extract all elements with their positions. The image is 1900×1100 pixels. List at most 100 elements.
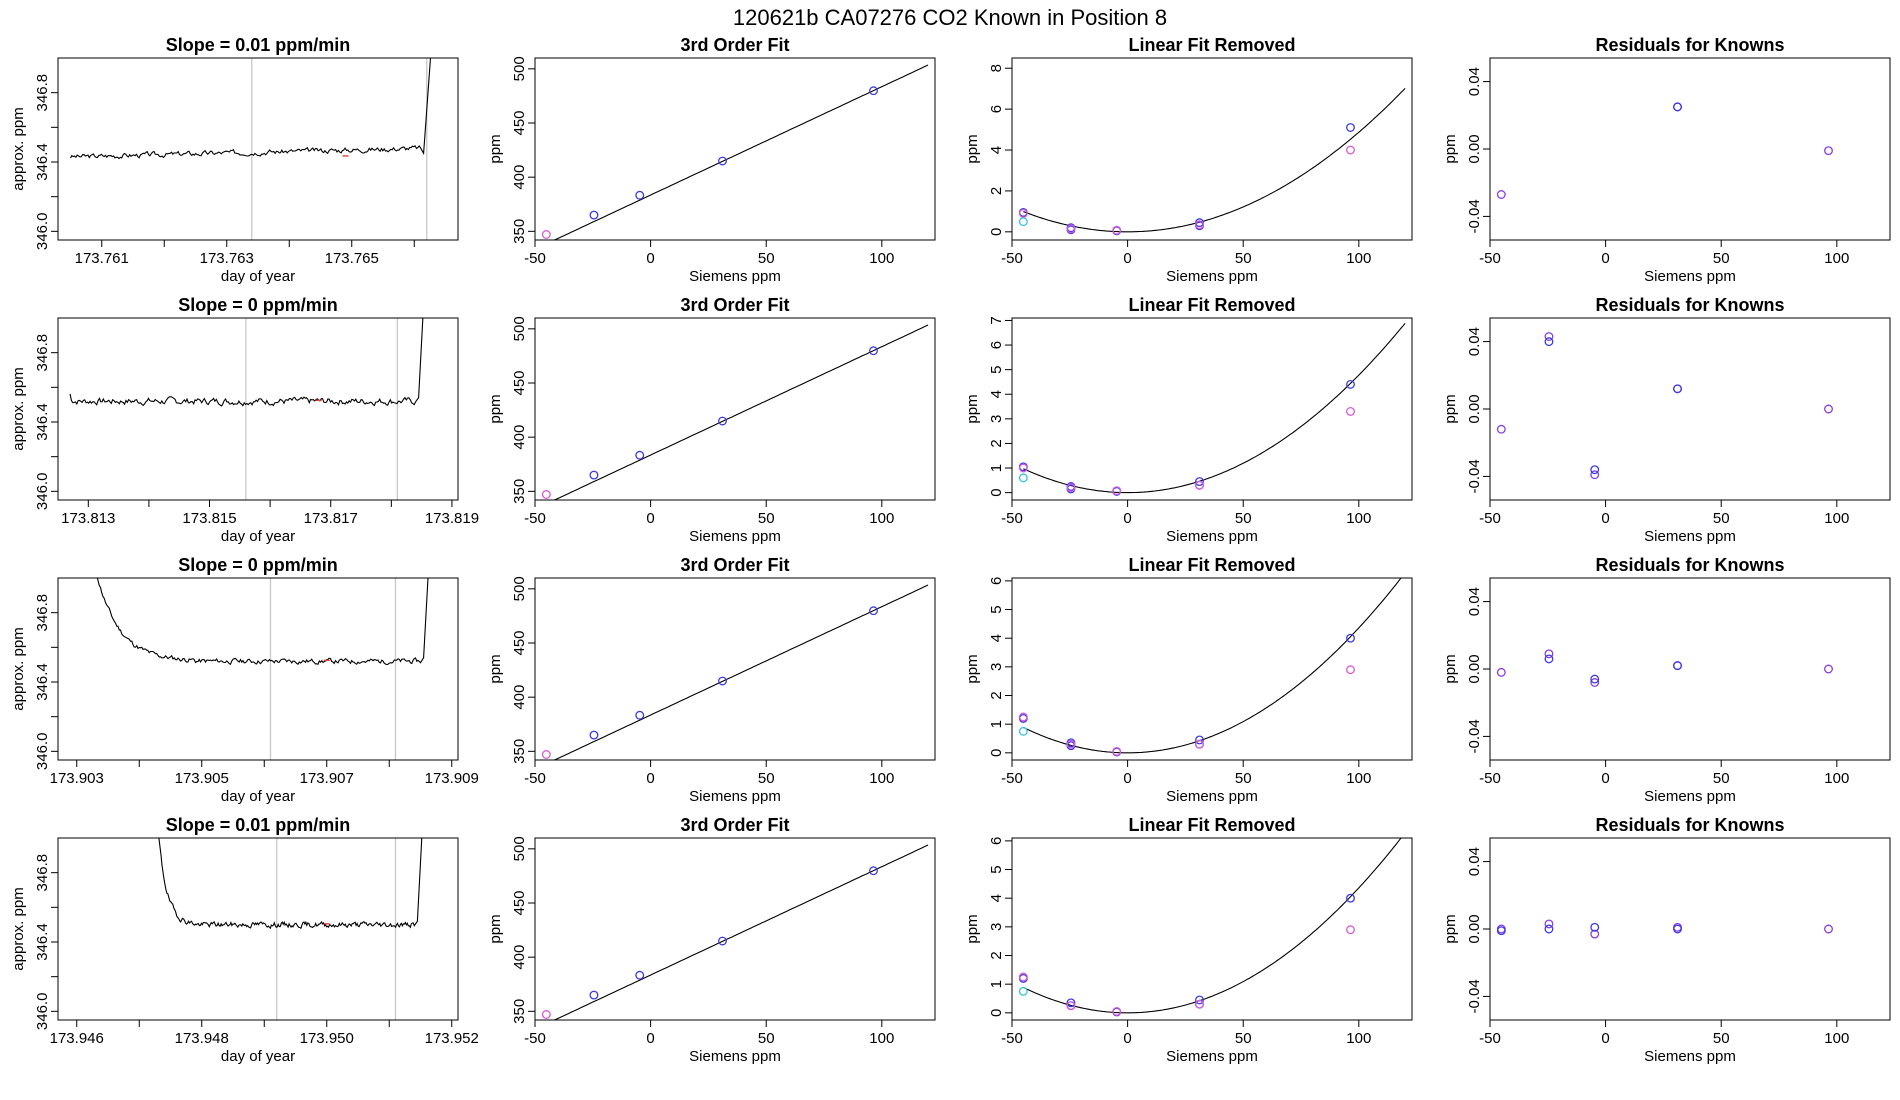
panel-title: 3rd Order Fit: [680, 295, 789, 315]
y-tick-label: -0.04: [1466, 199, 1483, 233]
y-tick-label: 400: [511, 425, 528, 450]
plot-area: [96, 578, 429, 666]
x-tick-label: 173.952: [425, 1030, 479, 1047]
plot-area: [1496, 332, 1833, 480]
panel-r2-c3: Linear Fit Removed -50 0 50 100 0 1 2 3 4 5 6 7 Sieme…: [964, 295, 1413, 545]
y-tick-label: 3: [988, 923, 1005, 931]
panel-r4-c3: Linear Fit Removed -50 0 50 100 0 1 2 3 4 5 6 Siemen…: [964, 815, 1413, 1065]
y-tick-label: 6: [988, 577, 1005, 585]
plot-frame: [1011, 317, 1413, 501]
x-tick-label: -50: [524, 770, 546, 787]
data-point-magenta: [1112, 1006, 1122, 1016]
panel-r4-c1: Slope = 0.01 ppm/min 173.946 173.948 173.95…: [10, 815, 479, 1065]
data-point-magenta: [1346, 665, 1355, 675]
y-tick-label: 1: [988, 720, 1005, 728]
plot-area: [541, 584, 929, 760]
plot-area: [541, 324, 929, 500]
plot-area: [1496, 919, 1833, 939]
x-tick-label: 0: [1601, 770, 1609, 787]
data-point-magenta: [1346, 925, 1355, 935]
y-tick-label: 450: [511, 110, 528, 135]
y-tick-label: 6: [988, 837, 1005, 845]
y-tick-label: 400: [511, 685, 528, 710]
y-tick-label: 6: [988, 341, 1005, 349]
data-point-blue: [1346, 123, 1355, 132]
y-tick-label: 346.8: [34, 594, 51, 632]
x-tick-label: 173.905: [175, 770, 229, 787]
y-tick-label: 1: [988, 980, 1005, 988]
fit-curve: [553, 324, 929, 500]
x-tick-label: 0: [1601, 510, 1609, 527]
data-point-blue: [635, 190, 645, 200]
data-point-blue: [1590, 674, 1600, 684]
y-tick-label: 0.00: [1466, 394, 1483, 423]
data-point-blue: [1496, 926, 1506, 936]
data-point-purple: [1824, 146, 1833, 156]
y-axis-label: approx. ppm: [10, 627, 27, 710]
y-axis-label: ppm: [1442, 654, 1459, 683]
y-tick-label: 400: [511, 165, 528, 190]
y-tick-label: 3: [988, 415, 1005, 423]
x-tick-label: 173.761: [75, 250, 129, 267]
x-tick-label: -50: [524, 250, 546, 267]
data-point-blue: [1590, 465, 1600, 475]
x-tick-label: -50: [1001, 510, 1023, 527]
data-point-blue: [718, 416, 727, 426]
x-tick-label: 100: [1824, 1030, 1849, 1047]
panel-r2-c4: Residuals for Knowns -50 0 50 100 -0.04 0.00 0.…: [1442, 295, 1891, 545]
panel-title: Slope = 0 ppm/min: [178, 555, 338, 575]
data-point-blue: [869, 866, 878, 876]
data-point-blue: [869, 606, 878, 616]
data-point-blue: [635, 710, 645, 720]
y-tick-label: 350: [511, 219, 528, 244]
panel-title: Linear Fit Removed: [1128, 815, 1295, 835]
plot-frame: [57, 317, 459, 501]
y-tick-label: 500: [511, 316, 528, 341]
x-axis-label: day of year: [221, 1048, 295, 1065]
data-point-blue: [1346, 379, 1355, 389]
data-point-purple: [1496, 424, 1506, 434]
x-tick-label: 100: [1346, 770, 1371, 787]
x-tick-label: 0: [1601, 250, 1609, 267]
y-tick-label: 346.4: [34, 923, 51, 961]
x-tick-label: 0: [1123, 770, 1131, 787]
x-tick-label: 50: [1235, 250, 1252, 267]
data-point-blue: [1066, 998, 1076, 1008]
x-tick-label: 173.903: [50, 770, 104, 787]
y-tick-label: 346.8: [34, 334, 51, 372]
fit-curve: [1023, 322, 1406, 494]
y-tick-label: 4: [988, 390, 1005, 398]
figure-title: 120621b CA07276 CO2 Known in Position 8: [733, 5, 1167, 30]
y-tick-label: 5: [988, 865, 1005, 873]
panel-r3-c1: Slope = 0 ppm/min 173.903 173.905 173.907 17…: [10, 555, 479, 805]
x-axis-label: Siemens ppm: [689, 268, 781, 285]
y-tick-label: 500: [511, 836, 528, 861]
x-tick-label: -50: [524, 1030, 546, 1047]
data-point-blue: [1673, 661, 1682, 671]
x-tick-label: 173.765: [325, 250, 379, 267]
x-tick-label: 173.817: [304, 510, 358, 527]
plot-frame: [534, 317, 936, 501]
x-tick-label: 173.948: [175, 1030, 229, 1047]
y-tick-label: 4: [988, 634, 1005, 642]
x-axis-label: Siemens ppm: [1644, 788, 1736, 805]
x-tick-label: 50: [758, 510, 775, 527]
x-tick-label: 50: [758, 250, 775, 267]
y-tick-label: 346.0: [34, 733, 51, 771]
x-tick-label: 50: [1713, 250, 1730, 267]
data-point-magenta: [1112, 746, 1122, 756]
data-point-magenta: [1195, 480, 1204, 490]
data-point-blue: [589, 730, 599, 740]
x-tick-label: 173.763: [200, 250, 254, 267]
plot-frame: [1489, 837, 1891, 1021]
y-tick-label: 0: [988, 488, 1005, 496]
data-point-magenta: [1346, 145, 1355, 155]
data-point-magenta: [541, 1010, 551, 1019]
panel-r4-c4: Residuals for Knowns -50 0 50 100 -0.04 0.00 0.…: [1442, 815, 1891, 1065]
data-point-purple: [1590, 470, 1600, 480]
y-tick-label: 346.8: [34, 854, 51, 892]
plot-frame: [1011, 577, 1413, 761]
data-point-purple: [1544, 332, 1554, 341]
y-tick-label: 4: [988, 894, 1005, 902]
y-tick-label: 0.04: [1466, 67, 1483, 96]
